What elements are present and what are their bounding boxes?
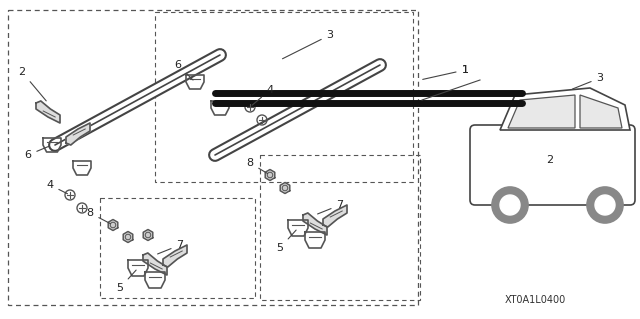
Text: XT0A1L0400: XT0A1L0400 <box>504 295 566 305</box>
Bar <box>155 12 413 182</box>
Polygon shape <box>508 95 575 128</box>
Polygon shape <box>143 253 167 275</box>
Polygon shape <box>323 205 347 227</box>
Polygon shape <box>36 101 60 123</box>
Polygon shape <box>303 213 327 235</box>
Circle shape <box>492 187 528 223</box>
Text: 3: 3 <box>282 30 333 59</box>
FancyBboxPatch shape <box>470 125 635 205</box>
Polygon shape <box>265 169 275 181</box>
Text: 2: 2 <box>547 155 554 165</box>
Circle shape <box>587 187 623 223</box>
Polygon shape <box>163 245 187 267</box>
Text: 7: 7 <box>157 240 184 254</box>
Polygon shape <box>280 182 290 194</box>
Text: 1: 1 <box>461 65 468 75</box>
Polygon shape <box>108 219 118 231</box>
Circle shape <box>500 195 520 215</box>
Text: 7: 7 <box>317 200 344 214</box>
Circle shape <box>595 195 615 215</box>
Polygon shape <box>580 95 622 128</box>
Text: 6: 6 <box>175 60 193 80</box>
Text: 5: 5 <box>276 230 296 253</box>
Text: 2: 2 <box>19 67 46 101</box>
Bar <box>260 155 420 300</box>
Polygon shape <box>143 229 153 241</box>
Text: 8: 8 <box>246 158 268 174</box>
Text: 6: 6 <box>24 146 49 160</box>
Text: 5: 5 <box>116 270 136 293</box>
Text: 4: 4 <box>252 85 273 105</box>
Polygon shape <box>124 232 132 242</box>
Polygon shape <box>66 123 90 145</box>
Polygon shape <box>500 88 630 130</box>
Text: 1: 1 <box>422 65 468 79</box>
Text: 8: 8 <box>86 208 111 224</box>
Bar <box>8 10 418 305</box>
Text: 4: 4 <box>47 180 67 194</box>
Text: 3: 3 <box>573 73 604 89</box>
Bar <box>100 198 255 298</box>
